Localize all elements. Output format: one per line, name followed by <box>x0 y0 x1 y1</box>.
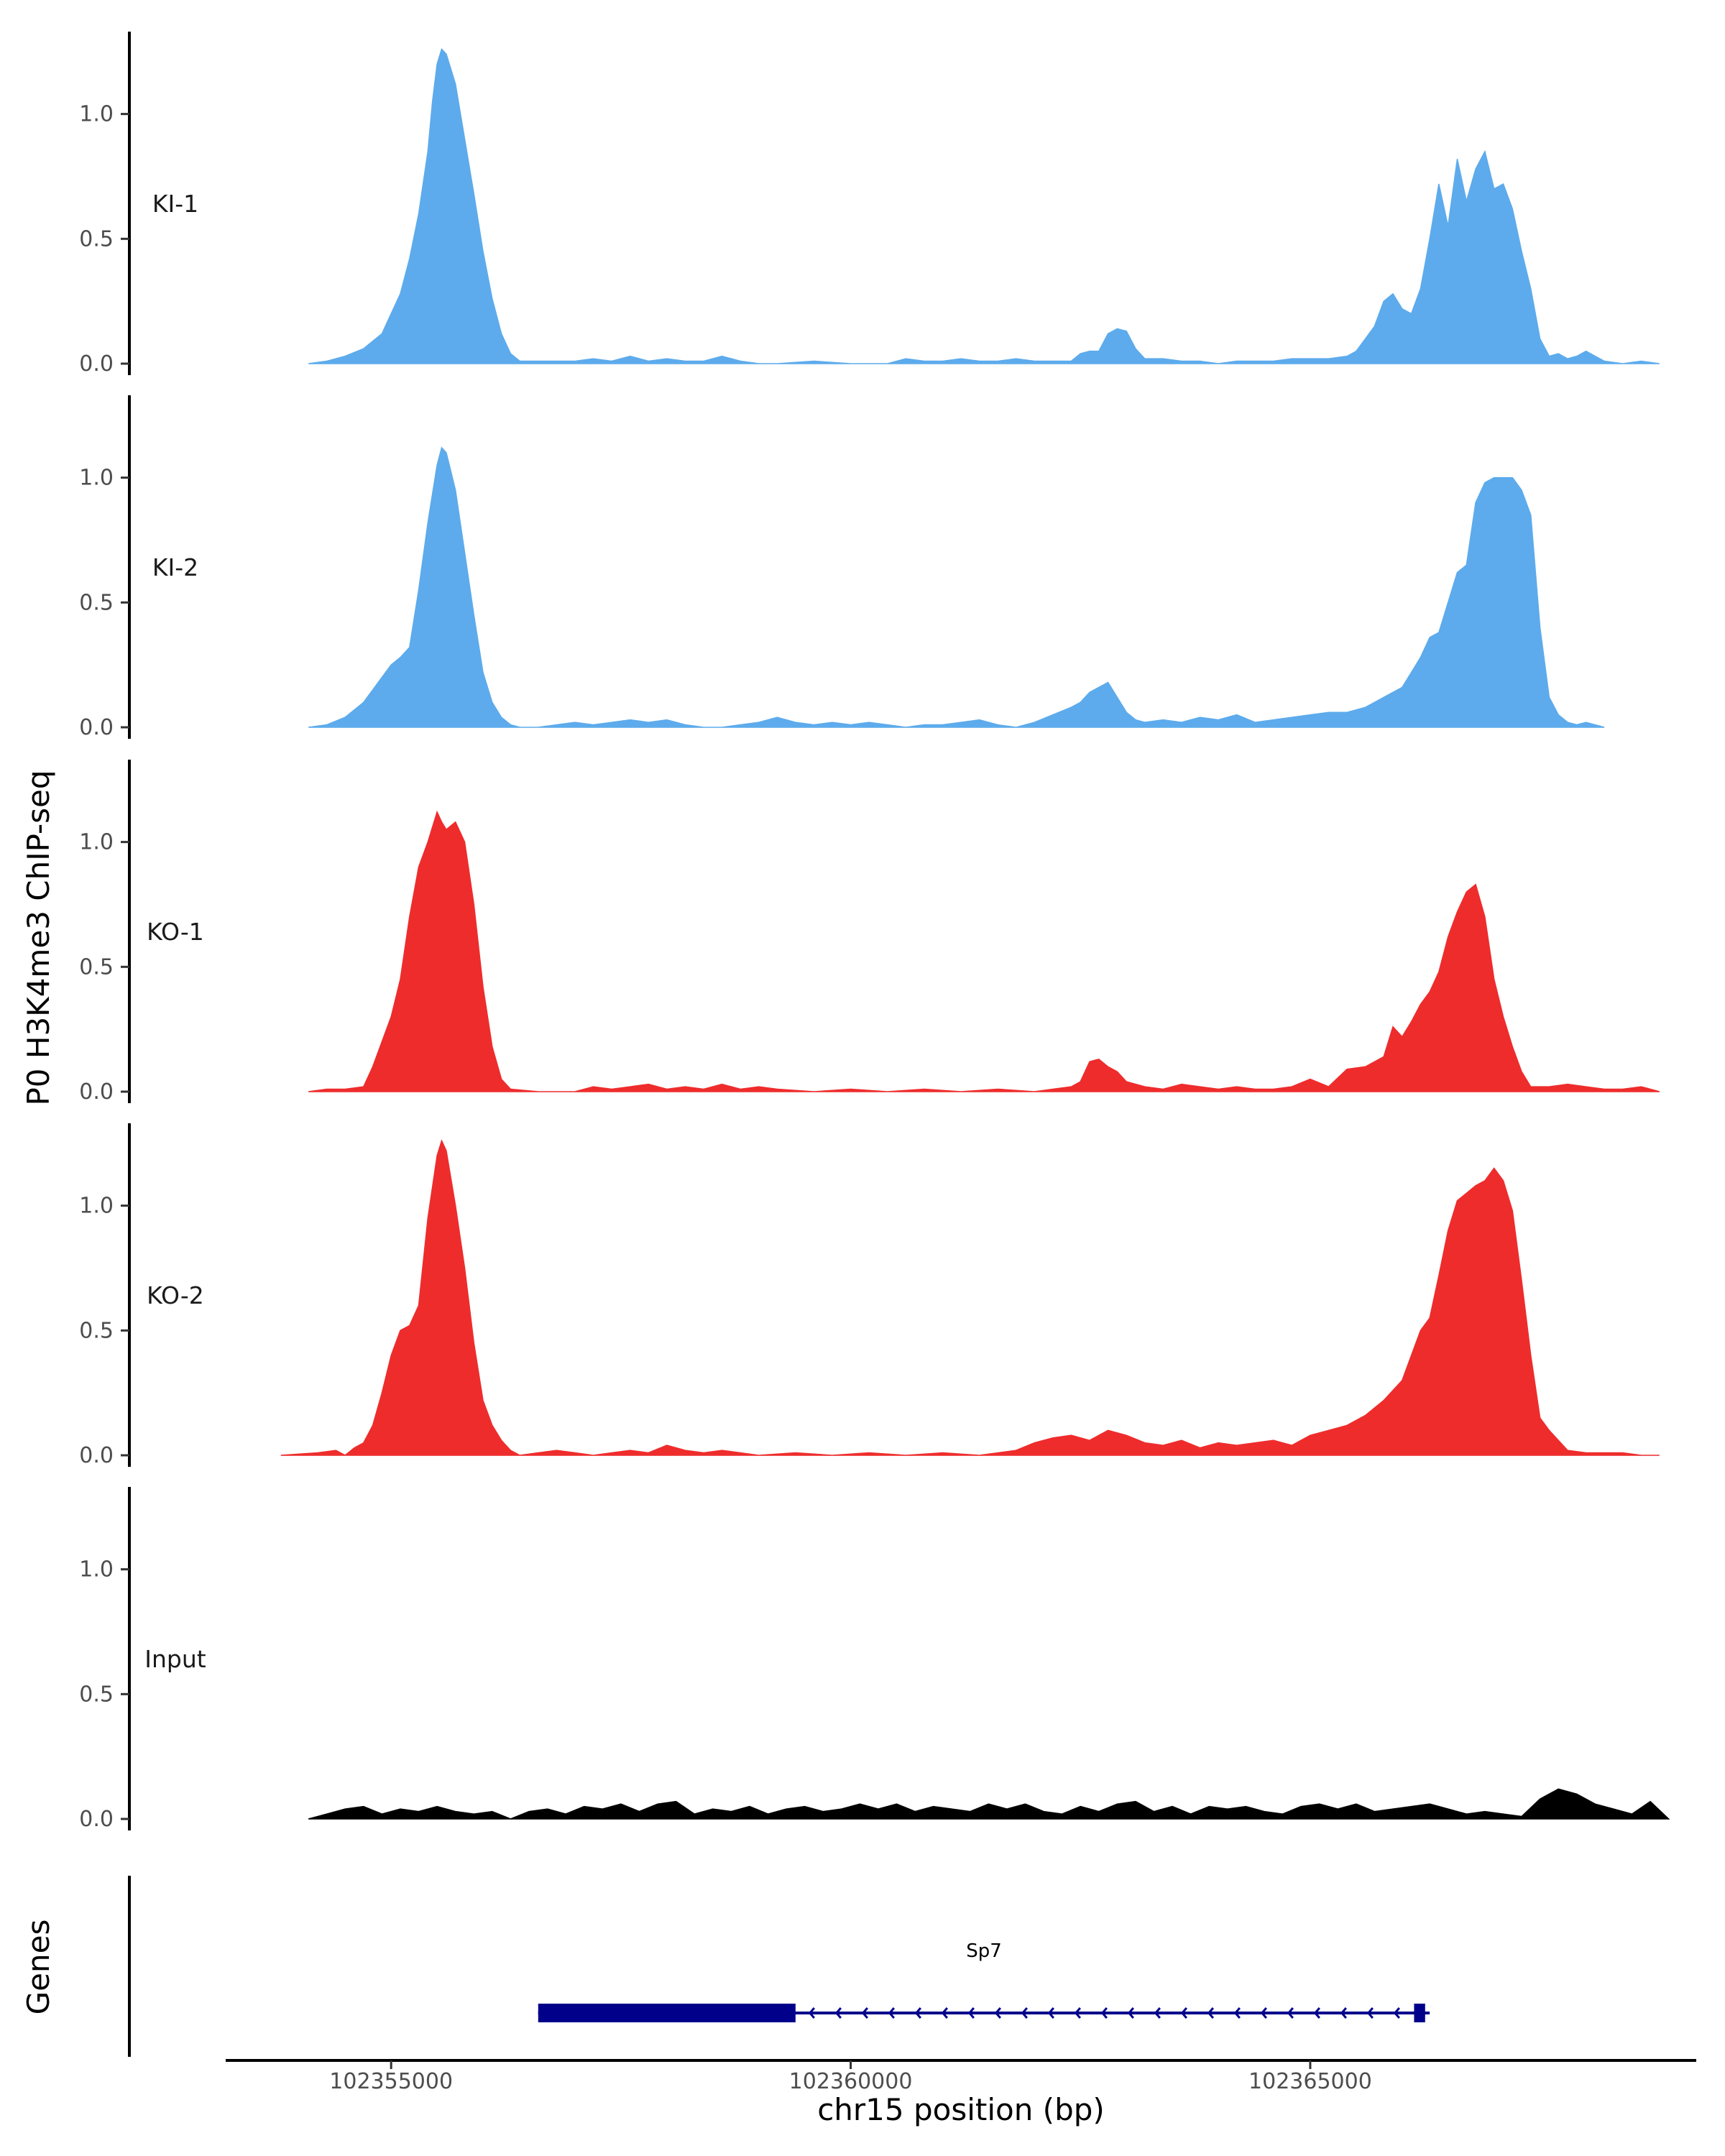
track-label: KO-1 <box>147 918 204 946</box>
strand-chevron <box>1287 2007 1294 2019</box>
strand-chevron <box>1180 2007 1187 2019</box>
track-label: Input <box>144 1645 206 1673</box>
y-tick-label: 0.5 <box>79 954 114 980</box>
gene-track: Sp7 <box>128 1876 1430 2057</box>
strand-chevron <box>1154 2007 1161 2019</box>
strand-chevron <box>1233 2007 1241 2019</box>
strand-chevron <box>1074 2007 1081 2019</box>
y-tick-label: 1.0 <box>79 830 114 855</box>
strand-chevron <box>808 2007 815 2019</box>
y-axis-title: P0 H3K4me3 ChIP-seq <box>21 770 56 1105</box>
strand-chevron <box>1393 2007 1400 2019</box>
y-tick-label: 1.0 <box>79 1557 114 1583</box>
strand-chevron <box>1207 2007 1214 2019</box>
track-ko-1: 0.0 0.5 1.0 KO-1 <box>79 760 1660 1105</box>
x-tick-label: 102365000 <box>1248 2069 1372 2094</box>
strand-chevron <box>1260 2007 1267 2019</box>
track-input: 0.0 0.5 1.0 Input <box>79 1487 1670 1832</box>
track-label: KO-2 <box>147 1281 204 1309</box>
strand-chevron <box>967 2007 975 2019</box>
strand-chevron <box>1100 2007 1108 2019</box>
coverage-area <box>308 446 1605 728</box>
gene-sp7: Sp7 <box>538 1940 1430 2022</box>
gene-exon <box>538 2004 796 2022</box>
x-axis: 102355000 102360000 102365000 <box>226 2059 1696 2094</box>
track-ki-2: 0.0 0.5 1.0 KI-2 <box>79 395 1605 740</box>
strand-chevron <box>994 2007 1001 2019</box>
y-tick-label: 0.0 <box>79 715 114 740</box>
strand-chevron <box>1313 2007 1320 2019</box>
x-axis-title: chr15 position (bp) <box>817 2092 1105 2127</box>
y-tick-label: 0.5 <box>79 1318 114 1343</box>
x-tick-label: 102355000 <box>329 2069 453 2094</box>
y-tick-label: 0.0 <box>79 351 114 377</box>
coverage-area <box>308 1788 1670 1820</box>
strand-chevron <box>1021 2007 1028 2019</box>
x-tick-label: 102360000 <box>789 2069 913 2094</box>
track-label: KI-1 <box>152 190 198 218</box>
y-tick-label: 1.0 <box>79 102 114 127</box>
gene-exon <box>1414 2004 1425 2022</box>
strand-chevron <box>861 2007 868 2019</box>
track-ki-1: 0.0 0.5 1.0 KI-1 <box>79 32 1660 377</box>
strand-chevron <box>914 2007 921 2019</box>
gene-label: Sp7 <box>966 1940 1002 1962</box>
y-tick-label: 0.5 <box>79 590 114 615</box>
y-tick-label: 0.0 <box>79 1079 114 1105</box>
y-tick-label: 1.0 <box>79 1194 114 1219</box>
coverage-area <box>308 47 1660 364</box>
coverage-tracks: 0.00.51.0KI-10.00.51.0KI-20.00.51.0KO-10… <box>79 32 1670 1832</box>
strand-chevron <box>1340 2007 1347 2019</box>
y-tick-label: 0.0 <box>79 1443 114 1468</box>
coverage-area <box>308 810 1660 1092</box>
strand-chevron <box>941 2007 948 2019</box>
track-label: KI-2 <box>152 553 198 581</box>
strand-chevron <box>1047 2007 1054 2019</box>
strand-chevron <box>1366 2007 1374 2019</box>
y-tick-label: 1.0 <box>79 466 114 491</box>
y-tick-label: 0.5 <box>79 226 114 252</box>
strand-chevron <box>888 2007 895 2019</box>
y-tick-label: 0.0 <box>79 1807 114 1832</box>
coverage-area <box>280 1139 1660 1456</box>
gene-track-title: Genes <box>21 1920 56 2015</box>
track-ko-2: 0.0 0.5 1.0 KO-2 <box>79 1123 1660 1468</box>
y-tick-label: 0.5 <box>79 1682 114 1707</box>
strand-chevron <box>1127 2007 1134 2019</box>
strand-chevron <box>834 2007 842 2019</box>
